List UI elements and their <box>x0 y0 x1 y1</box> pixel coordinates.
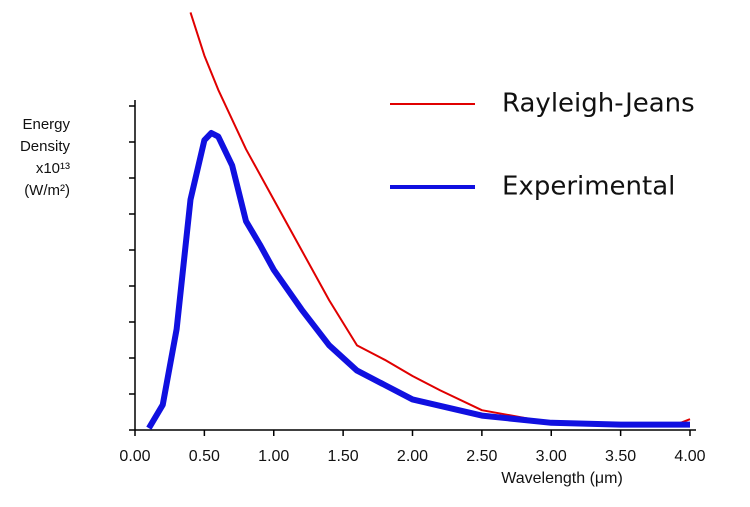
y-axis-label: Density <box>20 138 71 155</box>
x-tick-label: 1.50 <box>328 448 359 465</box>
x-axis-label: Wavelength (μm) <box>501 470 623 487</box>
x-tick-label: 1.00 <box>258 448 289 465</box>
y-axis-label: x10¹³ <box>36 160 70 177</box>
x-tick-label: 0.00 <box>119 448 150 465</box>
x-tick-label: 0.50 <box>189 448 220 465</box>
x-tick-label: 3.00 <box>536 448 567 465</box>
legend-label: Rayleigh-Jeans <box>502 89 695 119</box>
x-tick-label: 4.00 <box>674 448 705 465</box>
data-line <box>189 12 691 426</box>
data-line <box>146 130 690 430</box>
y-axis-label: Energy <box>22 116 70 133</box>
x-tick-label: 2.50 <box>466 448 497 465</box>
legend-label: Experimental <box>502 172 675 202</box>
y-axis-label: (W/m²) <box>24 182 70 199</box>
x-tick-label: 3.50 <box>605 448 636 465</box>
x-tick-label: 2.00 <box>397 448 428 465</box>
